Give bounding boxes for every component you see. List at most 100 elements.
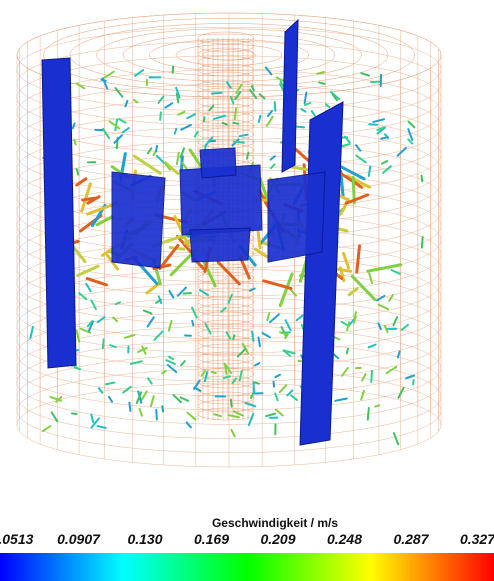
colorbar-title: Geschwindigkeit / m/s: [212, 516, 338, 530]
velocity-arrow: [157, 156, 163, 162]
velocity-arrow: [297, 127, 304, 128]
velocity-arrow: [393, 317, 397, 325]
velocity-arrow: [406, 376, 414, 379]
velocity-arrow: [271, 164, 275, 168]
velocity-arrow: [378, 305, 388, 309]
velocity-arrow: [275, 394, 277, 401]
colorbar-tick-label: 0.0513: [0, 531, 34, 547]
velocity-arrow: [245, 403, 255, 406]
velocity-arrow: [184, 293, 191, 294]
velocity-arrow: [181, 361, 185, 365]
velocity-arrow: [368, 408, 369, 420]
velocity-arrow: [169, 291, 173, 298]
velocity-arrow: [110, 345, 115, 347]
velocity-arrow: [205, 372, 207, 381]
velocity-arrow: [72, 413, 77, 414]
velocity-arrow: [148, 148, 151, 153]
velocity-arrow: [221, 308, 225, 312]
velocity-arrow: [271, 156, 275, 160]
velocity-arrow: [119, 119, 125, 122]
velocity-arrow: [275, 102, 276, 111]
velocity-arrow: [228, 415, 239, 417]
velocity-arrow: [212, 372, 216, 373]
velocity-arrow: [280, 385, 286, 392]
impeller-blade: [268, 172, 325, 262]
colorbar-tick-label: 0.130: [127, 531, 162, 547]
velocity-arrow: [291, 395, 297, 400]
velocity-arrow: [162, 406, 163, 411]
velocity-arrow: [361, 73, 369, 75]
velocity-arrow: [77, 169, 78, 175]
velocity-arrow: [30, 327, 33, 338]
velocity-arrow: [74, 140, 75, 145]
velocity-arrow: [301, 109, 305, 111]
velocity-arrow: [266, 414, 275, 416]
shaft-wire: [198, 120, 254, 132]
velocity-arrow: [270, 314, 279, 322]
velocity-arrow: [82, 184, 91, 211]
velocity-arrow: [338, 269, 350, 271]
velocity-arrow: [394, 433, 398, 444]
shaft-wire: [198, 328, 254, 340]
velocity-arrow: [356, 156, 365, 163]
velocity-arrow: [240, 135, 248, 136]
velocity-arrow: [162, 371, 166, 373]
velocity-arrow: [169, 357, 173, 359]
velocity-arrow: [154, 331, 162, 339]
velocity-arrow: [73, 123, 75, 128]
colorbar-tick-label: 0.287: [393, 531, 429, 547]
velocity-arrow: [214, 116, 225, 119]
velocity-arrow: [140, 409, 142, 416]
velocity-arrow: [247, 153, 248, 159]
visualization: Geschwindigkeit / m/s 0.05130.09070.1300…: [0, 0, 494, 581]
shaft-wire: [198, 408, 254, 420]
velocity-arrow: [409, 122, 415, 128]
velocity-arrow: [192, 321, 193, 325]
velocity-arrow: [342, 322, 347, 325]
velocity-arrow: [91, 301, 96, 310]
velocity-arrow: [187, 422, 191, 427]
velocity-arrow: [77, 83, 85, 88]
shaft-wire: [198, 56, 254, 68]
colorbar-ticks: 0.05130.09070.1300.1690.2090.2480.2870.3…: [0, 531, 494, 547]
velocity-arrow: [259, 116, 261, 122]
shaft-wire: [198, 384, 254, 396]
velocity-arrow: [43, 426, 51, 431]
baffle: [300, 102, 343, 445]
velocity-arrow: [129, 403, 130, 411]
velocity-arrow: [255, 383, 259, 384]
velocity-arrow: [408, 129, 412, 140]
velocity-arrow: [285, 320, 290, 330]
velocity-arrow: [187, 114, 195, 118]
velocity-arrow: [234, 412, 243, 416]
velocity-arrow: [402, 325, 408, 330]
shaft-wire: [198, 40, 254, 52]
velocity-arrow: [276, 410, 283, 416]
velocity-arrow: [275, 375, 279, 377]
velocity-arrow: [267, 313, 269, 320]
velocity-arrow: [156, 146, 157, 152]
velocity-arrow: [369, 344, 376, 347]
velocity-arrow: [115, 88, 122, 97]
velocity-arrow: [385, 326, 388, 332]
colorbar: [0, 553, 494, 581]
shaft-wire: [198, 312, 254, 324]
velocity-arrow: [178, 112, 184, 115]
velocity-arrow: [178, 288, 186, 296]
velocity-arrow: [212, 93, 222, 94]
velocity-arrow: [347, 322, 349, 330]
velocity-arrow: [231, 430, 234, 437]
velocity-arrow: [375, 405, 379, 406]
velocity-arrow: [227, 332, 231, 338]
velocity-arrow: [258, 337, 259, 346]
velocity-arrow: [369, 274, 372, 284]
velocity-arrow: [103, 129, 109, 138]
velocity-arrow: [254, 383, 255, 393]
velocity-arrow: [156, 410, 157, 420]
velocity-arrow: [91, 415, 93, 423]
velocity-arrow: [160, 112, 161, 119]
velocity-arrow: [166, 360, 175, 364]
velocity-arrow: [297, 316, 303, 321]
velocity-arrow: [398, 388, 403, 398]
velocity-arrow: [305, 103, 310, 105]
